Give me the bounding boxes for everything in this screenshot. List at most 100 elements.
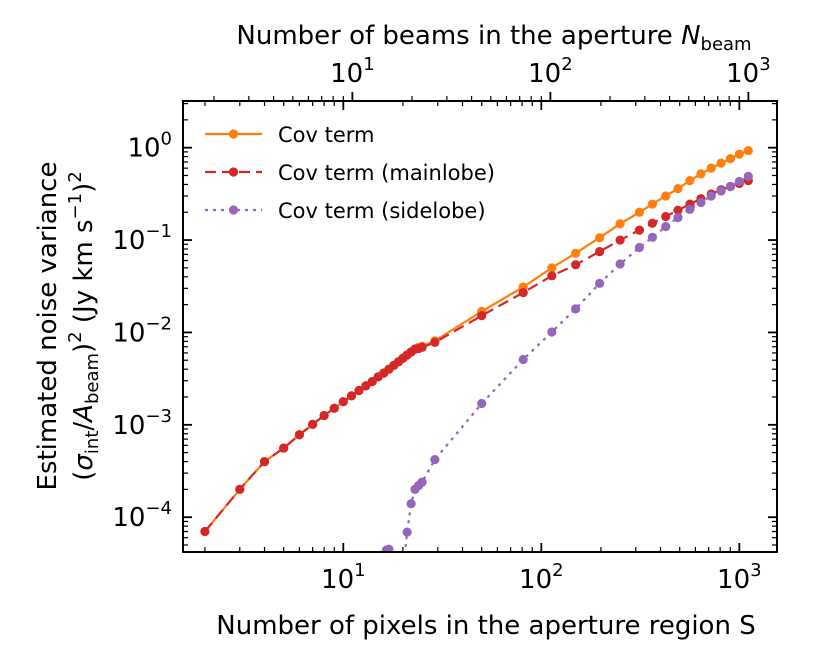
data-point [743, 171, 753, 181]
data-point [595, 278, 605, 288]
x-tick-label-base: 10 [519, 565, 552, 595]
data-point [673, 213, 683, 223]
data-point [571, 260, 581, 270]
data-point [634, 242, 645, 253]
y-axis-label-line1: Estimated noise variance [33, 162, 63, 491]
y-tick-label-base: 10 [127, 134, 160, 164]
x-tick-label-exp: 1 [354, 560, 365, 581]
x-tick-label-exp: 3 [750, 560, 761, 581]
plot-frame [182, 100, 778, 553]
ylabel-unit-close: ) [69, 183, 99, 193]
data-point [346, 391, 357, 401]
data-point [595, 233, 605, 243]
ylabel-open: ( [69, 471, 99, 481]
data-point [685, 176, 695, 186]
x-tick-label-exp: 2 [552, 560, 563, 581]
ylabel-A-sub: beam [82, 353, 103, 404]
series-3 [381, 171, 753, 577]
series-2 [200, 176, 753, 537]
y-tick-label-base: 10 [112, 226, 145, 256]
y-tick-label: 100 [127, 129, 172, 164]
data-point [615, 235, 625, 245]
data-point [279, 443, 289, 453]
data-point [696, 169, 706, 179]
data-point [647, 199, 658, 209]
data-point [615, 259, 625, 269]
legend-label: Cov term [278, 123, 375, 147]
legend-label: Cov term (mainlobe) [278, 161, 495, 185]
top-axis-label-sub: beam [701, 34, 752, 55]
data-point [200, 526, 210, 537]
data-point [661, 191, 671, 201]
ylabel-sigma: σ [69, 453, 99, 471]
ylabel-close: ) [69, 343, 99, 353]
y-tick-label-base: 10 [112, 411, 145, 441]
data-point [384, 544, 394, 552]
data-point [406, 499, 416, 509]
data-point [402, 527, 412, 537]
data-point [734, 176, 744, 187]
data-point [547, 263, 557, 273]
data-point [706, 163, 716, 173]
x-tick-label: 101 [321, 560, 366, 595]
x-tick-label: 103 [717, 560, 762, 595]
data-point [716, 186, 726, 196]
series-layer [200, 145, 753, 577]
legend-marker [228, 205, 239, 215]
data-point [398, 568, 407, 577]
ylabel-unit-exp: −1 [65, 193, 86, 220]
data-point [595, 246, 605, 257]
data-point [661, 211, 671, 222]
data-point [673, 184, 683, 194]
y-tick-label-exp: −2 [145, 313, 172, 334]
legend: Cov term Cov term (mainlobe) Cov term (sid… [205, 123, 495, 223]
data-point [634, 207, 645, 217]
ylabel-sigma-sub: int [82, 431, 103, 454]
data-point [725, 154, 736, 164]
data-point [571, 248, 581, 258]
data-point [571, 304, 581, 314]
data-point [634, 225, 645, 235]
series-line [386, 175, 749, 552]
y-tick-label-exp: −1 [145, 221, 172, 242]
y-tick-label-base: 10 [112, 318, 145, 348]
data-point [518, 354, 528, 365]
x2-tick-label-exp: 3 [759, 54, 770, 75]
x-tick-label: 102 [519, 560, 564, 595]
x2-tick-label: 102 [528, 54, 573, 89]
ylabel-sq: 2 [65, 331, 86, 342]
series-line [204, 179, 749, 533]
x2-tick-label-exp: 1 [363, 54, 374, 75]
y-tick-label: 10−3 [112, 406, 172, 441]
data-point [725, 181, 736, 192]
data-point [685, 204, 695, 214]
data-point [477, 398, 487, 409]
data-point [430, 337, 440, 347]
x-axis-label: Number of pixels in the aperture region … [216, 611, 755, 641]
data-point [329, 403, 339, 413]
data-point [294, 430, 304, 440]
y-tick-label: 10−2 [112, 313, 172, 348]
data-point [338, 397, 348, 407]
legend-label: Cov term (sidelobe) [278, 199, 486, 223]
y-axis-label-line2: (σint/Abeam)2 (Jy km s−1)2 [65, 171, 103, 480]
y-tick-label-exp: −3 [145, 406, 172, 427]
top-axis-label: Number of beams in the aperture Nbeam [236, 21, 751, 55]
data-point [235, 484, 245, 494]
x2-tick-label: 101 [330, 54, 375, 89]
y-tick-label-exp: 0 [161, 129, 172, 150]
ylabel-slash: / [69, 422, 99, 431]
data-point [661, 221, 671, 232]
y-tick-label: 10−1 [112, 221, 172, 256]
top-axis-label-main: Number of beams in the aperture [236, 21, 681, 51]
legend-marker [228, 167, 239, 177]
data-point [477, 311, 487, 321]
data-point [743, 145, 753, 156]
data-point [518, 287, 528, 298]
data-point [647, 218, 658, 228]
x-tick-label-base: 10 [717, 565, 750, 595]
data-point [673, 205, 683, 215]
